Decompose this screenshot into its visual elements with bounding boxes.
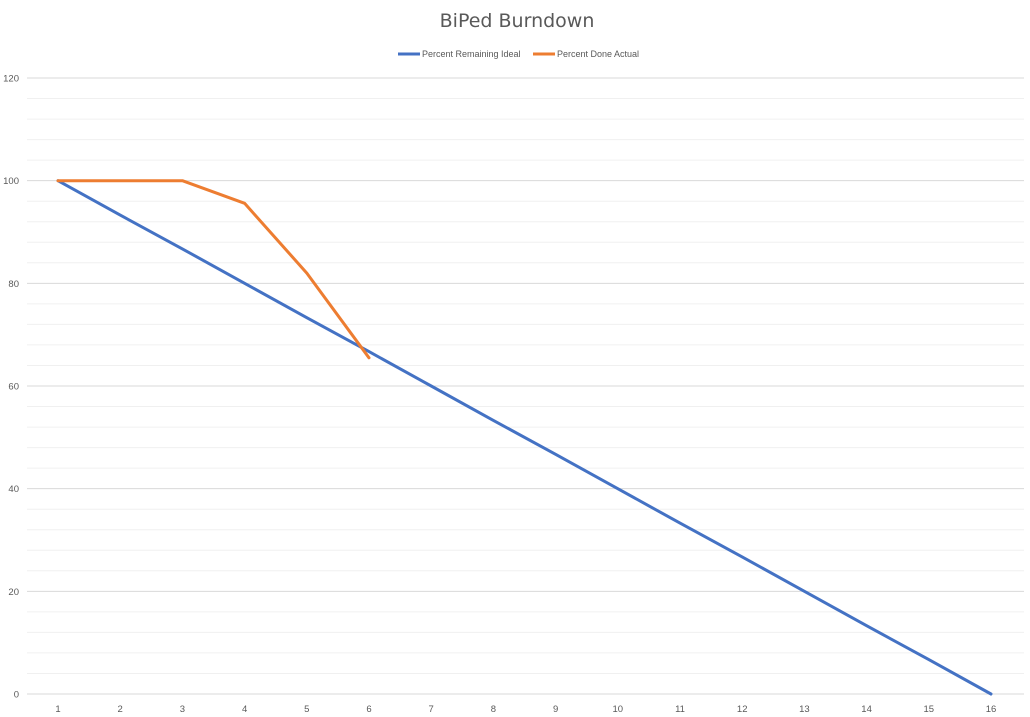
- x-tick-label: 10: [613, 704, 624, 715]
- x-tick-label: 8: [491, 704, 496, 715]
- x-tick-label: 3: [180, 704, 185, 715]
- x-tick-label: 1: [55, 704, 60, 715]
- y-tick-label: 0: [14, 690, 19, 701]
- x-tick-label: 2: [118, 704, 123, 715]
- y-tick-label: 40: [8, 484, 19, 495]
- x-tick-label: 13: [799, 704, 810, 715]
- x-tick-label: 15: [924, 704, 935, 715]
- minor-gridlines: [27, 98, 1024, 674]
- series-line-2: [56, 179, 371, 360]
- x-tick-label: 11: [675, 704, 685, 715]
- legend-label: Percent Done Actual: [557, 49, 639, 59]
- chart-title: BiPed Burndown: [440, 10, 595, 32]
- x-tick-label: 14: [861, 704, 872, 715]
- x-axis-tick-labels: 1 2 3 4 5 6 7 8 9 10 11 12 13 14 15 16: [55, 704, 996, 715]
- series-line-1: [56, 179, 993, 696]
- y-tick-label: 80: [8, 279, 19, 290]
- x-tick-label: 12: [737, 704, 748, 715]
- y-tick-label: 120: [3, 74, 19, 85]
- legend: Percent Remaining Ideal Percent Done Actu…: [398, 49, 639, 59]
- legend-label: Percent Remaining Ideal: [422, 49, 521, 59]
- x-tick-label: 4: [242, 704, 247, 715]
- x-tick-label: 5: [304, 704, 309, 715]
- x-tick-label: 9: [553, 704, 558, 715]
- y-tick-label: 20: [8, 587, 19, 598]
- major-gridlines: [27, 77, 1024, 592]
- y-tick-label: 100: [3, 176, 19, 187]
- x-tick-label: 6: [366, 704, 371, 715]
- x-tick-label: 7: [429, 704, 434, 715]
- x-tick-label: 16: [986, 704, 997, 715]
- y-tick-label: 60: [8, 382, 19, 393]
- series-lines: [56, 179, 993, 696]
- y-axis-tick-labels: 0 20 40 60 80 100 120: [3, 74, 19, 701]
